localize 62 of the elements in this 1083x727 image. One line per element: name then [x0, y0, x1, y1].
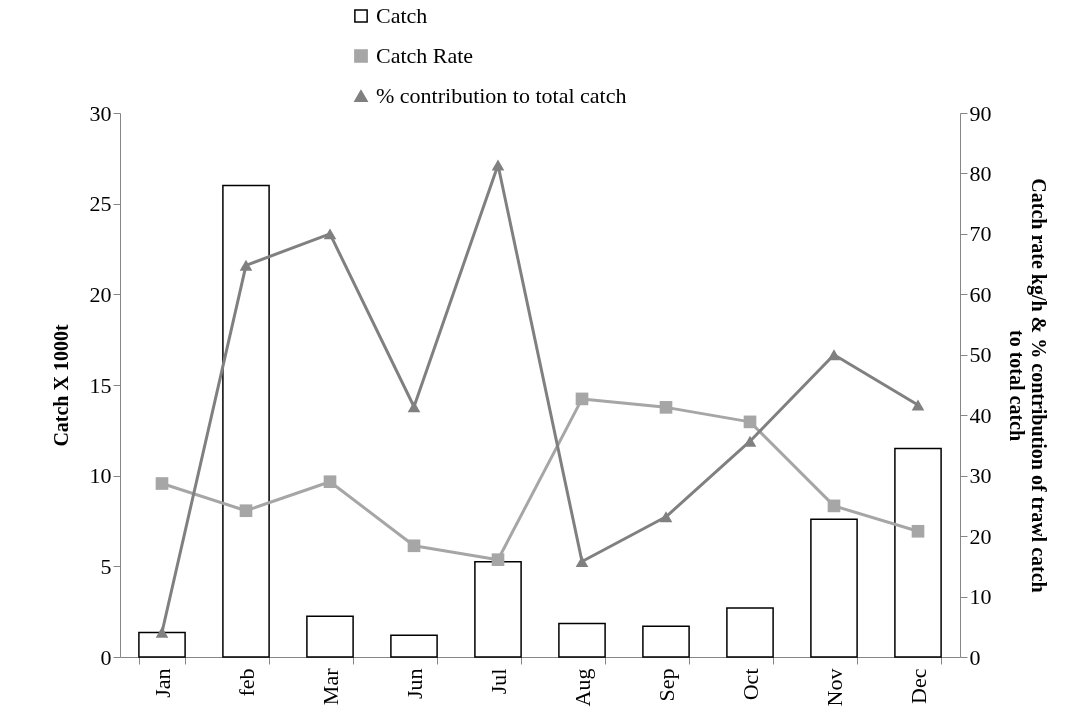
point — [407, 401, 421, 413]
y-tick-label: 5 — [100, 553, 112, 579]
bar — [390, 634, 438, 658]
point — [491, 553, 505, 567]
x-tick-label: Sep — [653, 668, 679, 702]
y2-tick-label: 80 — [969, 160, 992, 186]
y2-axis-title: Catch rate kg/h & % contribution of trawl catch to total catch — [1005, 178, 1050, 593]
x-tick-label: feb — [233, 668, 259, 697]
point — [155, 477, 169, 490]
point — [575, 556, 589, 567]
y-tick-label: 0 — [100, 644, 112, 670]
point — [659, 511, 673, 523]
x-tick-label: Nov — [821, 668, 847, 707]
y2-tick-label: 40 — [969, 402, 992, 428]
point — [659, 401, 673, 414]
point — [575, 392, 589, 406]
point — [743, 415, 757, 429]
bar — [810, 518, 858, 658]
x-tick-label: Jan — [149, 668, 175, 698]
point — [239, 259, 253, 271]
y2-tick-label: 10 — [969, 584, 992, 610]
y-tick-label: 15 — [89, 372, 112, 398]
y-tick-label: 10 — [89, 463, 112, 489]
legend-label: Catch — [376, 3, 428, 28]
bar — [642, 625, 690, 658]
bar — [306, 615, 354, 658]
point — [827, 499, 841, 513]
point — [827, 349, 841, 361]
y2-tick-label: 0 — [969, 644, 981, 670]
y2-tick-label: 90 — [969, 100, 992, 126]
point — [911, 399, 925, 411]
y2-tick-label: 60 — [969, 281, 992, 307]
y2-tick-label: 20 — [969, 523, 992, 549]
y2-tick-label: 70 — [969, 221, 992, 247]
bar — [894, 447, 942, 658]
legend-label: Catch Rate — [376, 43, 474, 68]
y-tick-label: 25 — [89, 191, 112, 217]
point — [743, 435, 757, 447]
point — [491, 159, 505, 171]
point — [407, 539, 421, 553]
point — [323, 228, 337, 240]
y-axis-title: Catch X 1000t — [49, 324, 72, 447]
legend-label: % contribution to total catch — [376, 83, 627, 108]
bar — [726, 607, 774, 658]
x-tick-label: Jun — [401, 668, 427, 700]
y2-tick-label: 50 — [969, 342, 992, 368]
y2-tick-label: 30 — [969, 463, 992, 489]
bar — [474, 561, 522, 658]
x-tick-label: Jul — [485, 668, 511, 695]
point — [911, 524, 925, 538]
bar — [222, 184, 270, 658]
bar — [558, 622, 606, 658]
bar — [138, 631, 186, 658]
x-tick-label: Aug — [569, 668, 595, 707]
x-tick-label: Oct — [737, 668, 763, 701]
x-tick-label: Mar — [317, 667, 343, 706]
point — [239, 504, 253, 518]
point — [155, 626, 169, 638]
y-tick-label: 20 — [89, 281, 112, 307]
y-tick-label: 30 — [89, 100, 112, 126]
point — [323, 475, 337, 489]
x-tick-label: Dec — [905, 668, 931, 704]
